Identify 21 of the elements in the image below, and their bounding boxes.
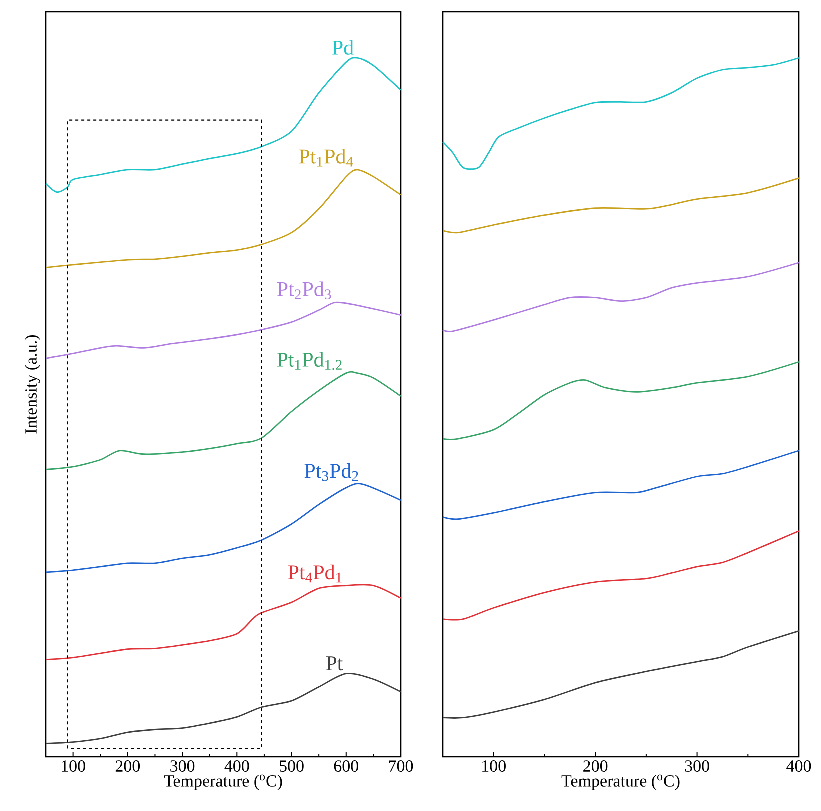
- series-label: Pt: [326, 656, 344, 671]
- series-label: Pt$_{1}$Pd$_{1.2}$: [277, 352, 342, 370]
- x-tick-label: 500: [280, 760, 304, 772]
- series-label: Pt$_{1}$Pd$_{4}$: [299, 149, 354, 167]
- x-tick-label: 400: [786, 760, 812, 772]
- series-label: Pd: [332, 40, 354, 55]
- x-axis-title: Temperature ($^{o}$C): [164, 774, 282, 790]
- x-tick-label: 100: [482, 760, 506, 772]
- x-tick-label: 300: [170, 760, 195, 772]
- series-label: Pt$_{3}$Pd$_{2}$: [304, 463, 358, 482]
- x-tick-label: 700: [389, 760, 414, 772]
- series-label: Pt$_{2}$Pd$_{3}$: [277, 282, 332, 300]
- x-tick-label: 600: [334, 760, 358, 772]
- x-tick-label: 200: [116, 760, 140, 772]
- series-label: Pt$_{4}$Pd$_{1}$: [288, 564, 342, 583]
- x-tick-label: 400: [224, 760, 250, 772]
- x-tick-label: 200: [584, 760, 608, 772]
- x-axis-title: Temperature ($^{o}$C): [562, 774, 680, 790]
- y-axis-title: Intensity (a.u.): [25, 335, 40, 434]
- x-tick-label: 100: [62, 760, 86, 772]
- x-tick-label: 300: [685, 760, 710, 772]
